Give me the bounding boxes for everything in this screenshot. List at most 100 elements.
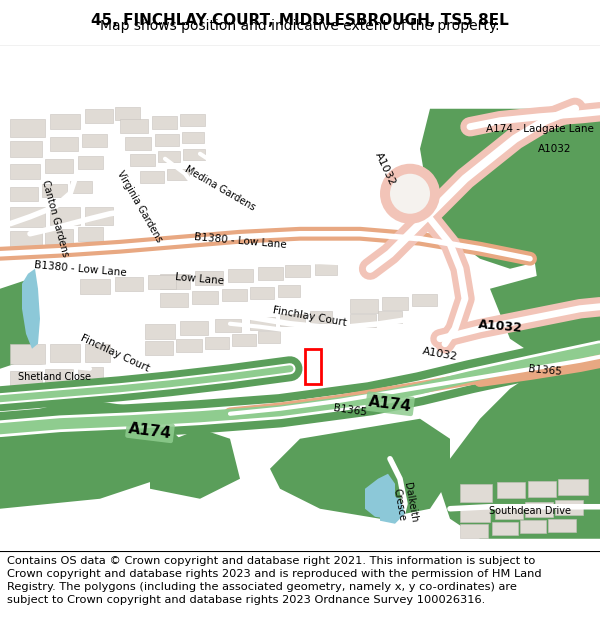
Text: Finchlay Court: Finchlay Court [79, 333, 151, 374]
Polygon shape [0, 399, 180, 509]
Bar [50, 207, 80, 225]
Bar [558, 479, 588, 495]
Bar [45, 229, 73, 244]
Circle shape [390, 174, 430, 214]
Bar [160, 292, 188, 307]
Bar [78, 227, 103, 241]
Bar [85, 207, 113, 225]
Bar [115, 277, 143, 291]
Bar [460, 524, 488, 538]
Bar [192, 291, 218, 304]
Bar [378, 311, 402, 322]
Text: A1032: A1032 [477, 318, 523, 335]
Polygon shape [365, 474, 395, 519]
Bar [115, 107, 140, 120]
Text: Finchlay Court: Finchlay Court [272, 306, 347, 328]
Bar [492, 522, 518, 535]
Bar [78, 367, 103, 381]
Bar [315, 262, 337, 275]
Text: A1032: A1032 [538, 144, 572, 154]
Bar [228, 269, 253, 282]
Bar [44, 389, 70, 402]
Bar [222, 289, 247, 301]
Text: Virginia Gardens: Virginia Gardens [115, 169, 164, 244]
Text: Shetland Close: Shetland Close [19, 372, 91, 382]
Polygon shape [490, 259, 600, 379]
Bar [350, 314, 376, 327]
Text: B1380 - Low Lane: B1380 - Low Lane [34, 260, 127, 278]
Bar [85, 344, 110, 362]
Bar [82, 134, 107, 147]
Bar [140, 171, 164, 182]
Bar [232, 334, 256, 346]
Text: A1032: A1032 [373, 151, 397, 187]
Bar [45, 159, 73, 172]
Bar [182, 132, 204, 142]
Polygon shape [380, 494, 405, 524]
Bar [148, 275, 176, 289]
Text: Low Lane: Low Lane [175, 272, 225, 286]
Bar [167, 169, 189, 180]
Bar [10, 187, 38, 201]
Bar [495, 504, 523, 519]
Bar [176, 339, 202, 352]
Text: Southdean Drive: Southdean Drive [489, 506, 571, 516]
Bar [382, 297, 408, 310]
Bar [160, 274, 190, 289]
Text: Dalkeith
Cresce: Dalkeith Cresce [391, 482, 419, 526]
Bar [250, 317, 275, 330]
Text: Medina Gardens: Medina Gardens [183, 164, 257, 213]
Bar [460, 484, 492, 502]
Text: Canton Gardens: Canton Gardens [40, 179, 70, 258]
Bar [258, 331, 280, 342]
Text: Contains OS data © Crown copyright and database right 2021. This information is : Contains OS data © Crown copyright and d… [7, 556, 542, 605]
Text: A1032: A1032 [422, 346, 458, 362]
Bar [120, 119, 148, 132]
Bar [10, 371, 42, 387]
Text: A174: A174 [127, 421, 173, 441]
Bar [10, 164, 40, 179]
Bar [350, 299, 378, 312]
Bar [10, 344, 45, 364]
Bar [412, 294, 437, 306]
Bar [85, 109, 113, 122]
Bar [285, 265, 310, 277]
Bar [10, 119, 45, 137]
Bar [10, 391, 40, 405]
Bar [50, 114, 80, 129]
Bar [520, 520, 546, 532]
Bar [152, 116, 177, 129]
Circle shape [380, 164, 440, 224]
Text: A174: A174 [367, 394, 413, 414]
Bar [250, 287, 274, 299]
Polygon shape [440, 329, 600, 539]
Bar [50, 344, 80, 362]
Bar [42, 184, 67, 197]
Text: 45, FINCHLAY COURT, MIDDLESBROUGH, TS5 8EL: 45, FINCHLAY COURT, MIDDLESBROUGH, TS5 8… [91, 13, 509, 28]
Bar [497, 482, 525, 498]
Bar [145, 341, 173, 355]
Bar [525, 502, 553, 517]
Bar [180, 321, 208, 335]
Polygon shape [530, 189, 600, 309]
Text: Map shows position and indicative extent of the property.: Map shows position and indicative extent… [100, 19, 500, 33]
Bar [183, 149, 205, 160]
Text: B1365: B1365 [332, 404, 367, 418]
Text: B1380 - Low Lane: B1380 - Low Lane [193, 232, 287, 250]
Bar [155, 134, 179, 146]
Bar [460, 506, 490, 522]
Bar [215, 319, 241, 332]
Bar [145, 324, 175, 339]
Bar [78, 156, 103, 169]
Bar [195, 271, 223, 285]
Bar [125, 137, 151, 150]
Bar [158, 151, 180, 162]
Polygon shape [420, 109, 600, 269]
Bar [180, 114, 205, 126]
Bar [305, 349, 321, 384]
Bar [10, 231, 42, 247]
Bar [280, 314, 305, 326]
Bar [50, 137, 78, 151]
Bar [258, 267, 283, 280]
Polygon shape [150, 429, 240, 499]
